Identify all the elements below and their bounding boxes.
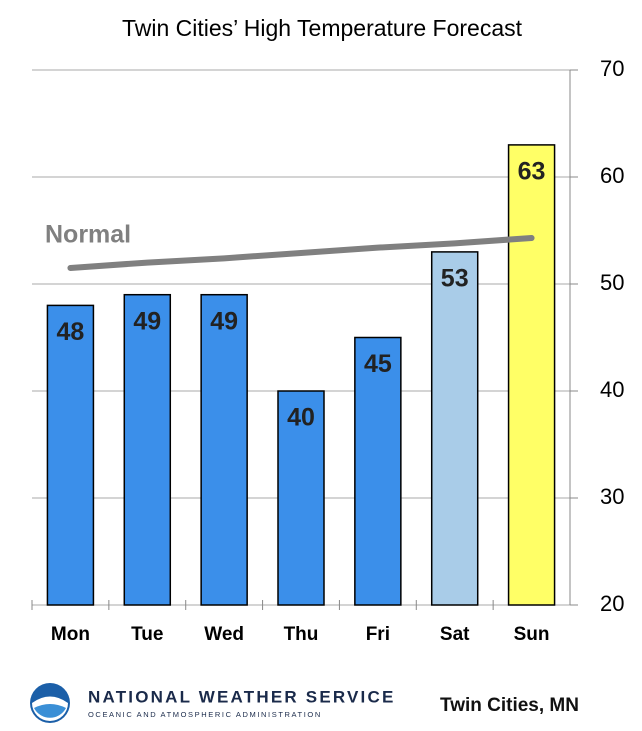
value-label: 45 xyxy=(364,350,392,378)
chart-title: Twin Cities’ High Temperature Forecast xyxy=(122,15,523,41)
x-tick-label: Fri xyxy=(366,624,390,645)
bar xyxy=(277,390,325,606)
y-tick-label: 60 xyxy=(600,163,624,188)
x-tick-label: Wed xyxy=(204,624,244,645)
bar xyxy=(200,293,248,606)
bar xyxy=(123,293,172,606)
subagency: OCEANIC AND ATMOSPHERIC ADMINISTRATION xyxy=(88,710,322,719)
y-tick-label: 30 xyxy=(600,484,624,509)
value-label: 40 xyxy=(287,404,315,432)
x-tick-label: Mon xyxy=(51,624,90,645)
bar xyxy=(354,336,402,606)
x-tick-label: Sun xyxy=(514,624,550,645)
y-tick-label: 50 xyxy=(600,270,624,295)
noaa-logo xyxy=(30,683,70,723)
normal-line xyxy=(67,234,535,271)
value-label: 53 xyxy=(441,265,469,293)
x-tick-label: Thu xyxy=(284,624,319,645)
y-tick-label: 40 xyxy=(600,377,624,402)
normal-label: Normal xyxy=(45,221,131,249)
location: Twin Cities, MN xyxy=(440,695,579,716)
y-tick-label: 70 xyxy=(600,56,624,81)
value-label: 63 xyxy=(518,158,546,186)
value-label: 49 xyxy=(133,307,161,335)
x-tick-label: Sat xyxy=(440,624,470,645)
bar xyxy=(507,144,556,606)
bar xyxy=(46,304,95,606)
value-label: 48 xyxy=(57,318,85,346)
y-tick-label: 20 xyxy=(600,591,624,616)
agency: NATIONAL WEATHER SERVICE xyxy=(88,687,396,706)
value-label: 49 xyxy=(210,307,238,335)
x-tick-label: Tue xyxy=(131,624,163,645)
bar xyxy=(430,251,479,606)
